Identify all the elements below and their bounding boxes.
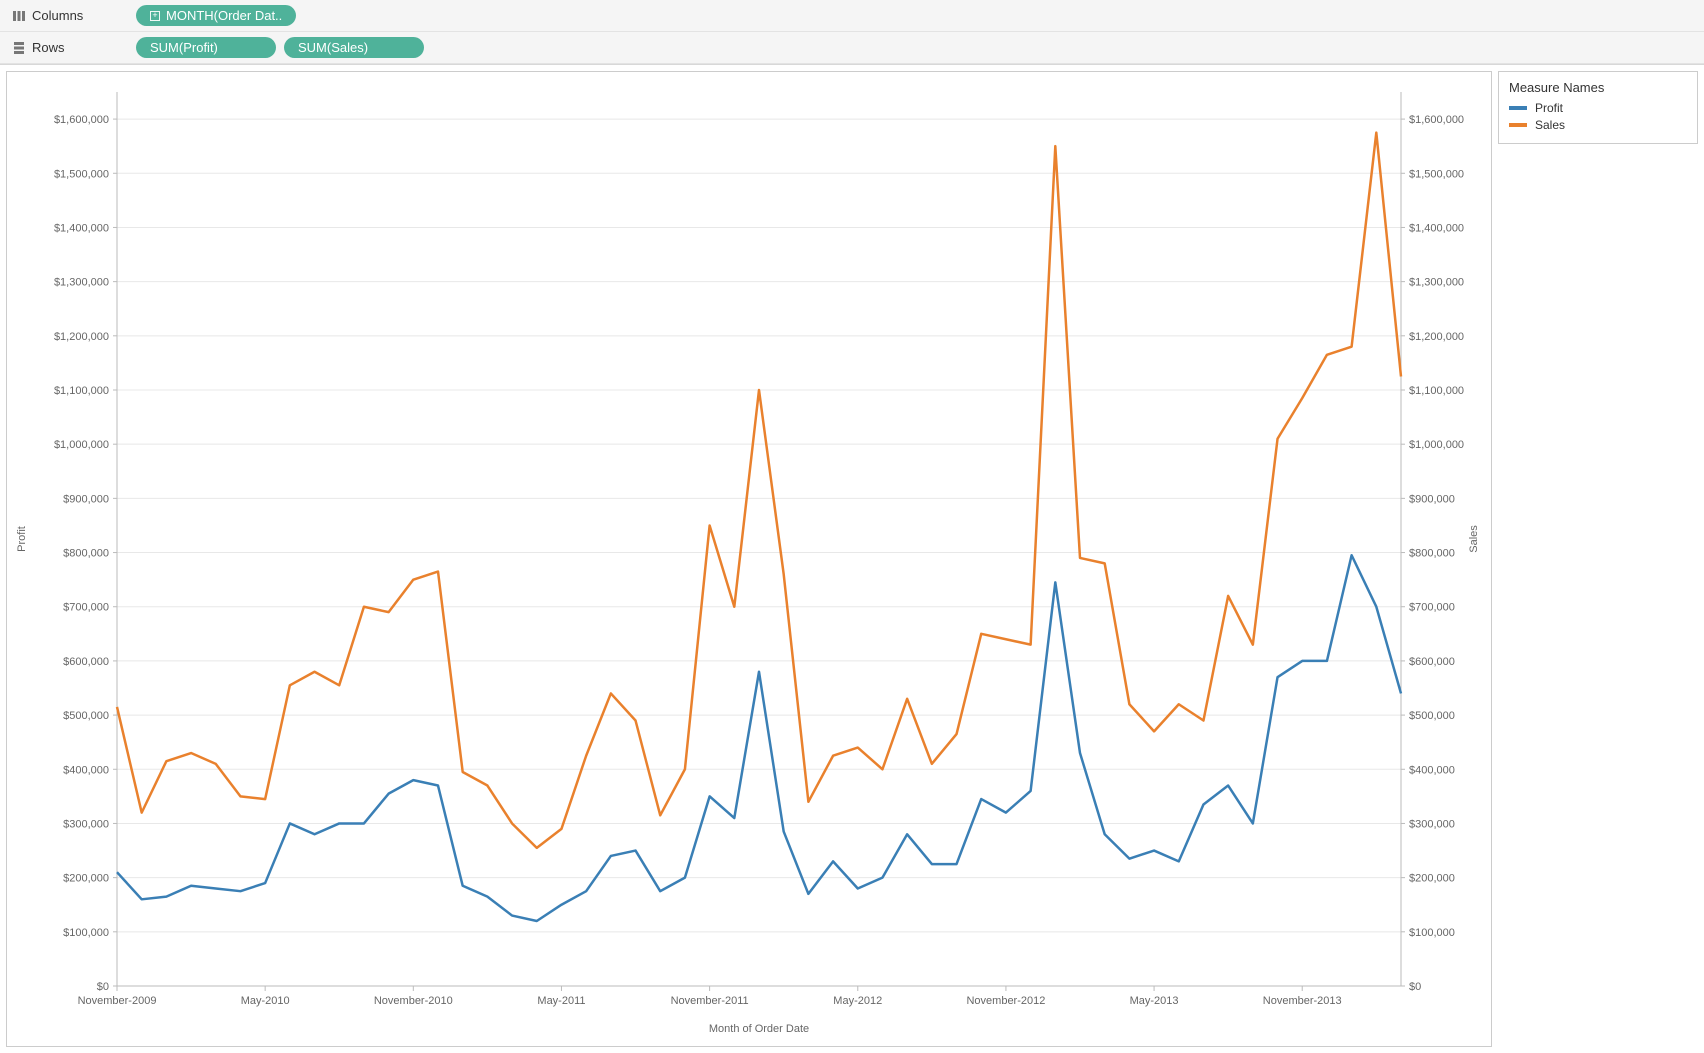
- chart-container: $0 $0 $100,000 $100,000 $200,000 $200,000 $300…: [6, 71, 1492, 1047]
- legend-item-label: Profit: [1535, 101, 1563, 115]
- svg-text:$1,000,000: $1,000,000: [1409, 439, 1464, 451]
- svg-text:$900,000: $900,000: [1409, 493, 1455, 505]
- svg-text:$100,000: $100,000: [63, 927, 109, 939]
- rows-shelf[interactable]: Rows SUM(Profit) SUM(Sales): [0, 32, 1704, 64]
- series-profit: [117, 555, 1401, 921]
- legend-swatch: [1509, 106, 1527, 110]
- shelves: Columns + MONTH(Order Dat.. Rows SUM(Pro…: [0, 0, 1704, 65]
- rows-pill-profit[interactable]: SUM(Profit): [136, 37, 276, 58]
- svg-text:$1,200,000: $1,200,000: [1409, 331, 1464, 343]
- svg-text:$1,400,000: $1,400,000: [1409, 222, 1464, 234]
- legend-item-label: Sales: [1535, 118, 1565, 132]
- rows-label-text: Rows: [32, 40, 65, 55]
- rows-shelf-label: Rows: [8, 40, 128, 55]
- legend-item[interactable]: Profit: [1509, 101, 1687, 115]
- svg-text:May-2013: May-2013: [1130, 995, 1179, 1007]
- svg-text:$400,000: $400,000: [1409, 764, 1455, 776]
- svg-text:$800,000: $800,000: [1409, 548, 1455, 560]
- svg-text:$0: $0: [97, 981, 109, 993]
- svg-text:$400,000: $400,000: [63, 764, 109, 776]
- svg-text:$1,500,000: $1,500,000: [54, 168, 109, 180]
- svg-text:$1,000,000: $1,000,000: [54, 439, 109, 451]
- svg-text:$1,100,000: $1,100,000: [54, 385, 109, 397]
- svg-text:$500,000: $500,000: [63, 710, 109, 722]
- svg-text:May-2011: May-2011: [537, 995, 585, 1007]
- svg-text:$1,600,000: $1,600,000: [54, 114, 109, 126]
- rows-icon: [12, 41, 26, 55]
- columns-shelf[interactable]: Columns + MONTH(Order Dat..: [0, 0, 1704, 32]
- pill-label: SUM(Sales): [298, 40, 368, 55]
- svg-text:May-2010: May-2010: [241, 995, 290, 1007]
- svg-text:November-2010: November-2010: [374, 995, 453, 1007]
- legend-item[interactable]: Sales: [1509, 118, 1687, 132]
- svg-text:November-2013: November-2013: [1263, 995, 1342, 1007]
- svg-text:$500,000: $500,000: [1409, 710, 1455, 722]
- series-sales: [117, 133, 1401, 848]
- svg-text:November-2012: November-2012: [966, 995, 1045, 1007]
- line-chart[interactable]: $0 $0 $100,000 $100,000 $200,000 $200,000 $300…: [7, 72, 1491, 1046]
- svg-text:May-2012: May-2012: [833, 995, 882, 1007]
- svg-text:$600,000: $600,000: [1409, 656, 1455, 668]
- legend-swatch: [1509, 123, 1527, 127]
- legend-items: Profit Sales: [1509, 101, 1687, 132]
- svg-text:$700,000: $700,000: [63, 602, 109, 614]
- svg-text:November-2011: November-2011: [671, 995, 749, 1007]
- svg-text:Month of Order Date: Month of Order Date: [709, 1023, 809, 1035]
- svg-text:$600,000: $600,000: [63, 656, 109, 668]
- svg-text:$1,500,000: $1,500,000: [1409, 168, 1464, 180]
- svg-text:$800,000: $800,000: [63, 548, 109, 560]
- rows-pill-sales[interactable]: SUM(Sales): [284, 37, 424, 58]
- legend-panel: Measure Names Profit Sales: [1498, 71, 1698, 144]
- columns-pill-month[interactable]: + MONTH(Order Dat..: [136, 5, 296, 26]
- svg-text:Profit: Profit: [16, 526, 28, 552]
- svg-text:$1,300,000: $1,300,000: [54, 277, 109, 289]
- expand-icon: +: [150, 11, 160, 21]
- columns-shelf-label: Columns: [8, 8, 128, 23]
- main-area: $0 $0 $100,000 $100,000 $200,000 $200,000 $300…: [0, 65, 1704, 1053]
- svg-text:$200,000: $200,000: [63, 873, 109, 885]
- svg-text:$100,000: $100,000: [1409, 927, 1455, 939]
- svg-text:$1,400,000: $1,400,000: [54, 222, 109, 234]
- columns-icon: [12, 9, 26, 23]
- legend-title: Measure Names: [1509, 80, 1687, 95]
- columns-label-text: Columns: [32, 8, 83, 23]
- svg-text:Sales: Sales: [1468, 525, 1480, 553]
- pill-label: SUM(Profit): [150, 40, 218, 55]
- svg-text:November-2009: November-2009: [78, 995, 157, 1007]
- svg-text:$1,100,000: $1,100,000: [1409, 385, 1464, 397]
- svg-text:$300,000: $300,000: [63, 818, 109, 830]
- svg-text:$900,000: $900,000: [63, 493, 109, 505]
- svg-text:$1,200,000: $1,200,000: [54, 331, 109, 343]
- svg-text:$1,600,000: $1,600,000: [1409, 114, 1464, 126]
- svg-text:$1,300,000: $1,300,000: [1409, 277, 1464, 289]
- pill-label: MONTH(Order Dat..: [166, 8, 282, 23]
- svg-text:$0: $0: [1409, 981, 1421, 993]
- svg-text:$300,000: $300,000: [1409, 818, 1455, 830]
- svg-text:$700,000: $700,000: [1409, 602, 1455, 614]
- svg-text:$200,000: $200,000: [1409, 873, 1455, 885]
